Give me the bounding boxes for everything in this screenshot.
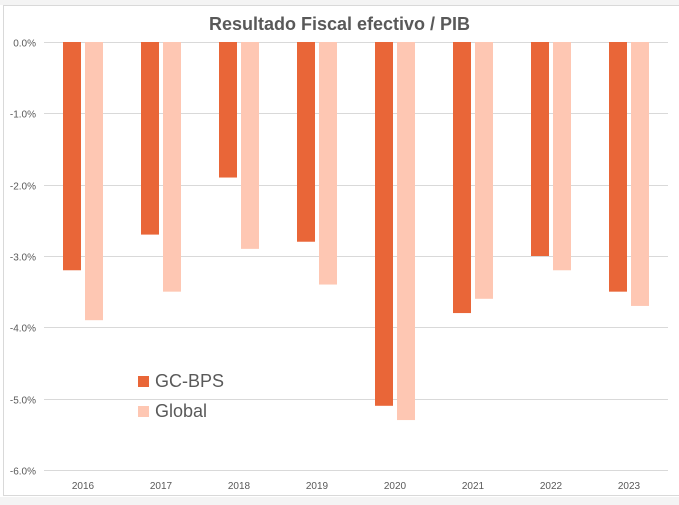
legend-item-gc-bps: GC-BPS	[138, 366, 224, 396]
legend-label-global: Global	[155, 400, 208, 421]
x-tick-label: 2019	[306, 481, 329, 492]
bar-global-2019	[319, 42, 337, 285]
y-tick-label: -3.0%	[10, 253, 36, 264]
bar-gc-bps-2018	[219, 42, 237, 178]
bar-global-2022	[553, 42, 571, 271]
y-tick-label: -1.0%	[10, 110, 36, 121]
bar-gc-bps-2020	[375, 42, 393, 406]
bar-global-2016	[85, 42, 103, 321]
bar-global-2023	[631, 42, 649, 306]
bar-global-2017	[163, 42, 181, 292]
bar-global-2020	[397, 42, 415, 421]
y-tick-label: -2.0%	[10, 182, 36, 193]
bar-gc-bps-2019	[297, 42, 315, 242]
y-tick-label: -5.0%	[10, 396, 36, 407]
chart-legend: GC-BPS Global	[138, 366, 224, 426]
y-tick-label: -4.0%	[10, 324, 36, 335]
bar-global-2021	[475, 42, 493, 299]
window-top-strip	[0, 0, 679, 5]
x-tick-label: 2022	[540, 481, 563, 492]
x-tick-label: 2016	[72, 481, 95, 492]
x-tick-label: 2021	[462, 481, 485, 492]
bar-gc-bps-2023	[609, 42, 627, 292]
x-tick-label: 2017	[150, 481, 173, 492]
legend-item-global: Global	[138, 396, 224, 426]
bar-global-2018	[241, 42, 259, 249]
y-tick-label: 0.0%	[13, 39, 36, 50]
bar-gc-bps-2017	[141, 42, 159, 235]
bar-gc-bps-2016	[63, 42, 81, 271]
legend-label-gc-bps: GC-BPS	[155, 370, 225, 391]
bar-gc-bps-2021	[453, 42, 471, 314]
x-tick-label: 2023	[618, 481, 641, 492]
legend-swatch-global	[138, 405, 149, 417]
chart-title: Resultado Fiscal efectivo / PIB	[208, 14, 471, 34]
bar-gc-bps-2022	[531, 42, 549, 256]
x-tick-label: 2020	[384, 481, 407, 492]
y-tick-label: -6.0%	[10, 467, 36, 478]
x-tick-label: 2018	[228, 481, 251, 492]
legend-swatch-gc-bps	[138, 375, 149, 387]
window-bottom-strip	[0, 497, 679, 505]
